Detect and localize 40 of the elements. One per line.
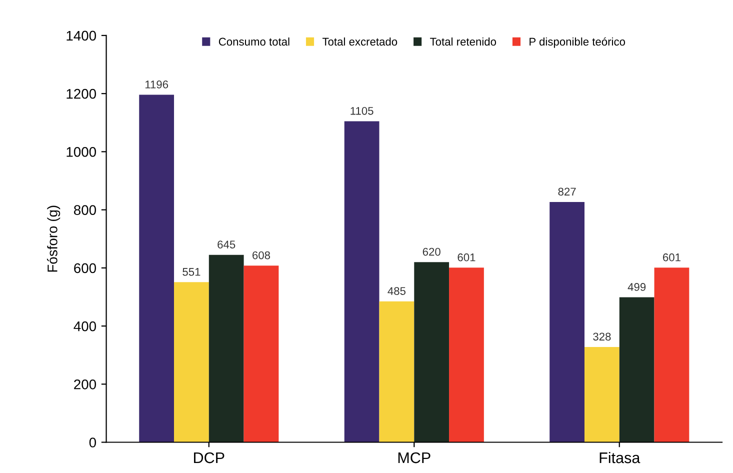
data-label: 328 xyxy=(593,332,611,341)
y-tick-label: 1400 xyxy=(66,30,96,41)
data-label: 645 xyxy=(218,240,236,248)
legend-label: Total excretado xyxy=(322,37,398,46)
data-label: 827 xyxy=(558,188,576,196)
data-label: 620 xyxy=(422,248,440,256)
bar xyxy=(550,202,584,442)
bar xyxy=(619,297,654,442)
y-axis-title: Fósforo (g) xyxy=(47,206,60,272)
bar xyxy=(584,346,620,442)
bar xyxy=(244,266,279,442)
data-label: 1105 xyxy=(350,106,374,115)
y-tick-label: 600 xyxy=(74,263,96,274)
data-label: 601 xyxy=(663,253,680,262)
data-label: 551 xyxy=(182,268,200,276)
legend-label: P disponible teórico xyxy=(530,37,626,48)
x-tick-label: DCP xyxy=(194,452,224,464)
legend-label: Consumo total xyxy=(218,37,290,46)
bar xyxy=(379,301,414,442)
y-tick-label: 400 xyxy=(74,321,96,332)
bar xyxy=(654,268,690,442)
y-tick-label: 800 xyxy=(74,205,96,215)
bar xyxy=(414,262,450,442)
data-label: 499 xyxy=(628,283,646,291)
data-label: 1196 xyxy=(145,80,168,88)
y-tick-label: 200 xyxy=(74,379,96,390)
y-tick-label: 1000 xyxy=(66,147,96,157)
x-tick-label: Fitasa xyxy=(600,452,640,464)
y-tick-label: 1200 xyxy=(66,88,96,99)
data-label: 608 xyxy=(252,251,270,260)
x-tick-label: MCP xyxy=(398,452,430,464)
data-label: 601 xyxy=(458,253,476,262)
bar xyxy=(208,254,244,442)
y-tick-label: 0 xyxy=(89,438,96,448)
data-label: 485 xyxy=(388,287,406,295)
bar xyxy=(139,94,174,442)
bar xyxy=(344,121,380,442)
bar xyxy=(174,282,209,442)
legend-label: Total retenido xyxy=(430,37,496,46)
bar xyxy=(449,268,484,442)
